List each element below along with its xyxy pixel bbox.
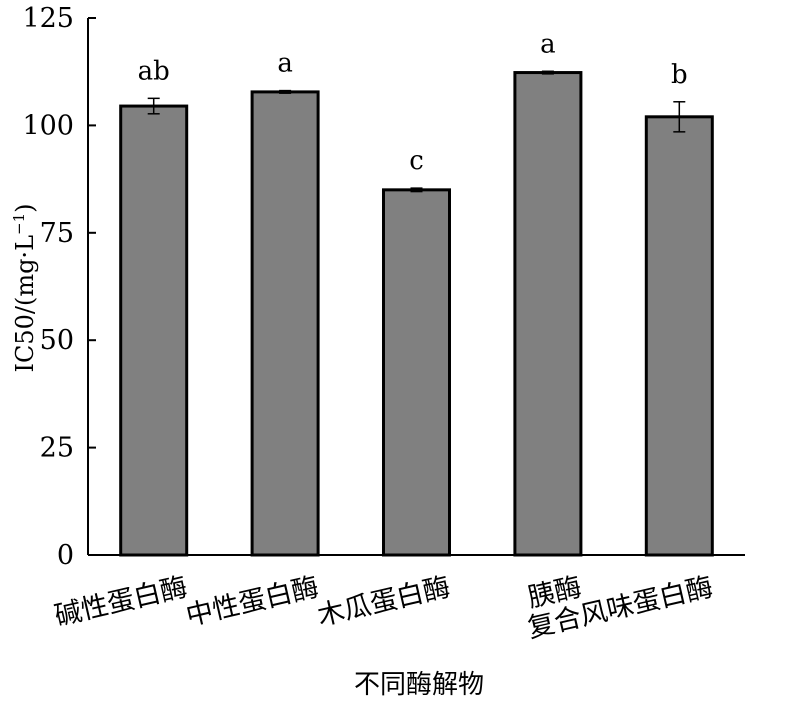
y-tick-label: 125 [22, 3, 74, 34]
bar [513, 71, 583, 557]
significance-letter: c [409, 146, 424, 176]
bar [382, 188, 451, 557]
y-tick-label: 75 [40, 218, 74, 249]
x-category-label: 中性蛋白酶 [183, 572, 322, 633]
y-tick-label: 50 [40, 325, 74, 356]
significance-letter: a [277, 49, 293, 79]
y-tick-label: 0 [57, 540, 74, 571]
bar [644, 115, 714, 557]
significance-letter: ab [138, 56, 170, 86]
y-axis-title: IC50/(mg·L−1) [10, 203, 39, 372]
y-axis-title-close: ) [11, 203, 39, 212]
x-axis-title: 不同酶解物 [354, 670, 484, 700]
bar [119, 104, 189, 557]
y-axis-title-superscript: −1 [10, 213, 28, 235]
y-ticks: 0 25 50 75 100 125 [22, 3, 96, 571]
y-tick-label: 100 [22, 110, 74, 141]
y-axis-title-main: IC50/(mg·L [11, 235, 39, 373]
y-tick-label: 25 [40, 433, 74, 464]
significance-letter: a [540, 29, 556, 59]
x-category-label: 木瓜蛋白酶 [315, 572, 454, 633]
bar [250, 90, 320, 557]
significance-letter: b [671, 60, 688, 90]
x-category-label: 碱性蛋白酶 [52, 572, 191, 633]
